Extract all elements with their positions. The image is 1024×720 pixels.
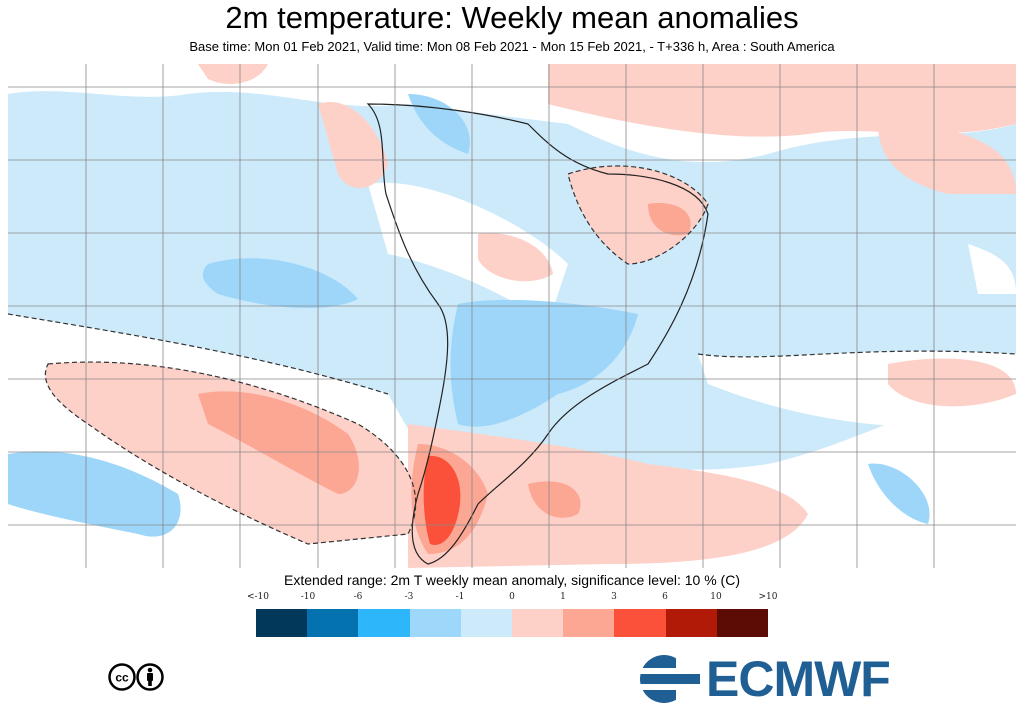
legend-color-swatch [256,609,308,637]
legend-color-swatch [563,609,615,637]
page-title: 2m temperature: Weekly mean anomalies [225,0,799,35]
ecmwf-logo-text: ECMWF [706,651,891,707]
legend-label: >10 [758,592,778,602]
legend-color-bar [256,609,769,637]
legend-label: 10 [710,592,722,602]
creative-commons-by-icon: cc [108,663,164,691]
legend-label: 1 [560,592,566,602]
legend-color-swatch [614,609,666,637]
legend-label: <-10 [246,592,270,602]
ecmwf-logo-mark-icon [636,653,700,705]
legend-color-swatch [358,609,410,637]
legend-color-swatch [512,609,564,637]
legend-color-swatch [716,609,769,637]
legend-label: -10 [300,592,316,602]
legend-color-swatch [307,609,359,637]
legend-labels: <-10 -10 -6 -3 -1 0 1 3 6 10 >10 [238,592,798,606]
legend-color-swatch [409,609,461,637]
legend-label: -1 [455,592,465,602]
warm-anomaly-regions [45,64,1016,568]
legend-title: Extended range: 2m T weekly mean anomaly… [283,572,740,588]
legend-label: -3 [404,592,414,602]
legend-color-swatch [665,609,717,637]
strongest-warm-region [423,455,461,545]
south-america-coastline [366,103,709,565]
legend-label: 3 [611,592,617,602]
legend-label: -6 [353,592,363,602]
cool-anomaly-regions [8,94,930,537]
page-subtitle: Base time: Mon 01 Feb 2021, Valid time: … [189,39,835,54]
legend-color-swatch [460,609,513,637]
legend-label: 6 [662,592,668,602]
legend-label: 0 [509,592,515,602]
graticule [8,64,1016,568]
svg-text:cc: cc [115,671,129,685]
significance-contours [8,165,1016,545]
ecmwf-logo: ECMWF [628,651,891,707]
anomaly-map [8,64,1016,568]
